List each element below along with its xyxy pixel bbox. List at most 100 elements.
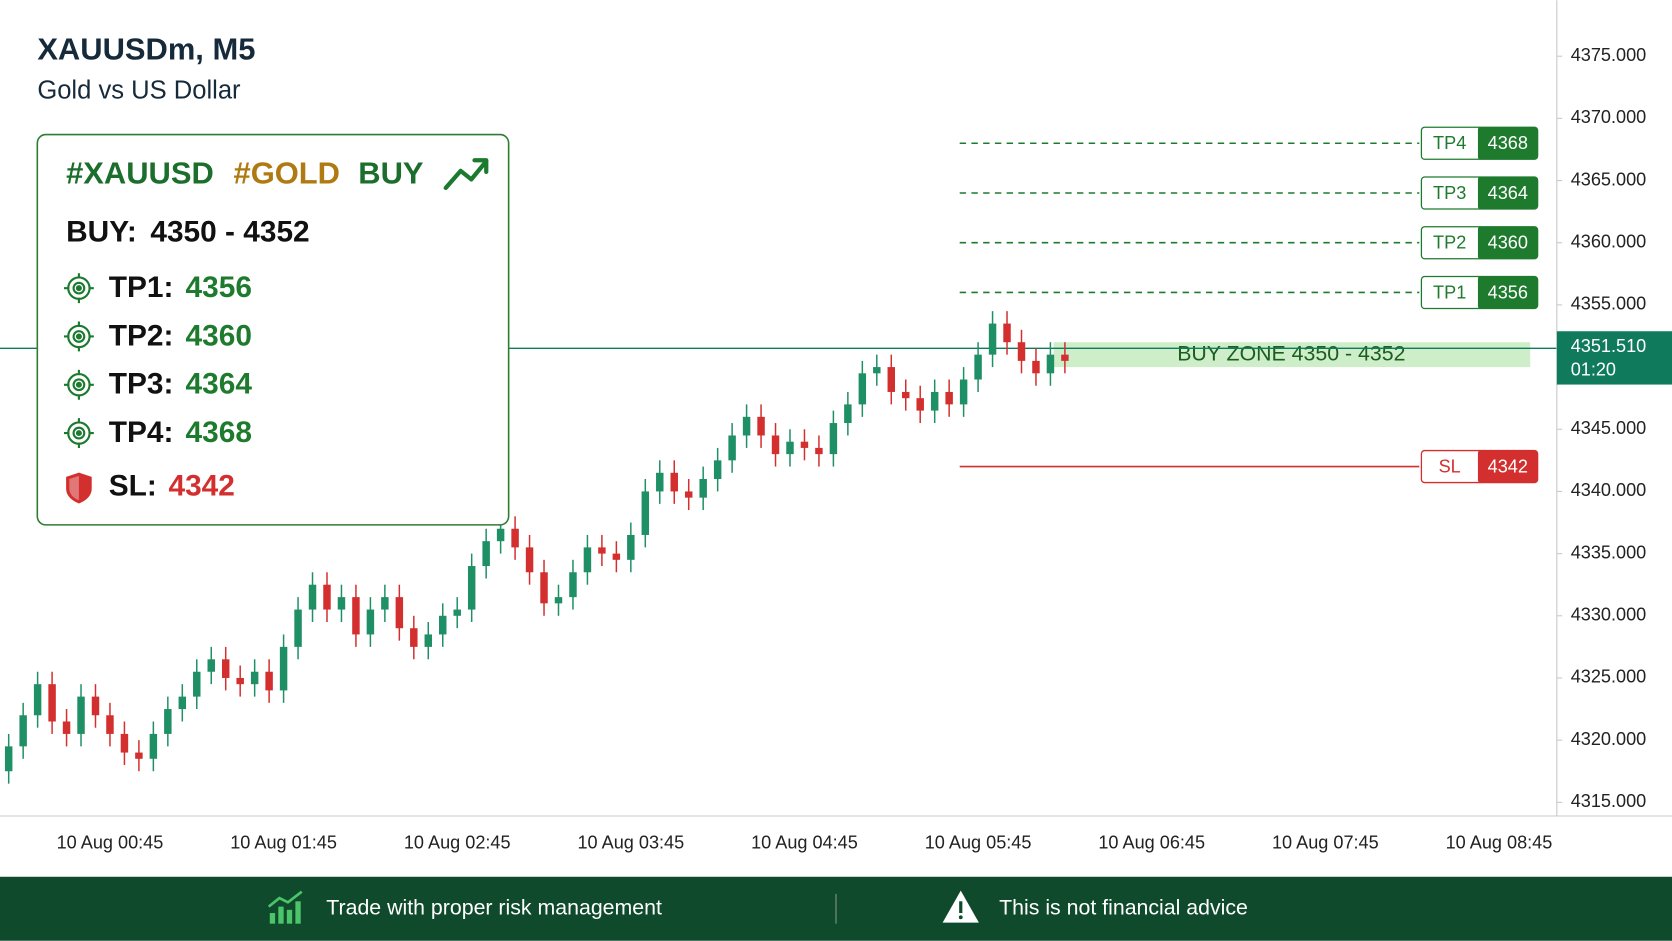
candle-body: [887, 367, 896, 392]
candle-body: [945, 391, 953, 405]
level-tag-value: 4368: [1488, 133, 1528, 153]
candle-body: [294, 609, 302, 647]
candle-body: [656, 472, 664, 492]
level-tag-fill: [1477, 226, 1538, 259]
level-tag-label: TP2: [1433, 233, 1466, 253]
candle-body: [1032, 360, 1040, 374]
candle-body: [959, 379, 968, 405]
x-tick-label: 10 Aug 01:45: [230, 832, 337, 852]
x-tick-label: 10 Aug 05:45: [925, 832, 1032, 852]
buy-zone-label: BUY ZONE 4350 - 4352: [1177, 341, 1405, 365]
level-tag-fill: [1477, 176, 1538, 209]
y-tick-label: 4320.000: [1571, 729, 1647, 749]
card-frame: [36, 133, 510, 526]
target-label: TP3:: [109, 368, 174, 401]
candle-body: [33, 684, 42, 716]
chart-subtitle: Gold vs US Dollar: [37, 77, 241, 105]
candle-body: [583, 547, 592, 573]
y-tick-label: 4335.000: [1571, 542, 1647, 562]
candle-body: [4, 746, 13, 772]
y-tick-label: 4315.000: [1571, 791, 1647, 811]
candle-body: [193, 671, 201, 697]
candle-body: [410, 628, 418, 647]
target-cross: [63, 369, 94, 400]
candle-body: [308, 584, 317, 610]
candle-body: [988, 323, 997, 355]
candle-body: [439, 615, 447, 635]
level-tag-fill: [1477, 276, 1538, 309]
level-tag-value: 4360: [1488, 233, 1528, 253]
y-tick-label: 4375.000: [1571, 45, 1647, 65]
stop-value: 4342: [168, 469, 234, 502]
y-tick-label: 4325.000: [1571, 667, 1647, 687]
candle-body: [164, 709, 172, 734]
level-tag-label: TP1: [1433, 282, 1466, 302]
target-cross: [63, 273, 94, 304]
target-value: 4364: [186, 368, 253, 401]
target-icon: [63, 273, 94, 304]
candle-body: [149, 733, 158, 759]
candle-body: [728, 435, 736, 461]
x-tick-label: 10 Aug 06:45: [1098, 832, 1205, 852]
candle-body: [1017, 342, 1026, 361]
candle-body: [381, 597, 389, 610]
candle-body: [221, 659, 230, 678]
target-value: 4368: [186, 416, 252, 449]
candle-body: [48, 684, 56, 722]
candle-body: [641, 491, 650, 535]
candle-body: [771, 435, 780, 455]
target-icon: [63, 418, 94, 449]
x-tick-label: 10 Aug 03:45: [577, 832, 684, 852]
current-price-label: 4351.510: [1571, 336, 1647, 356]
target-dot: [75, 285, 82, 292]
target-value: 4356: [186, 271, 252, 304]
candle-body: [974, 354, 982, 380]
candle-body: [902, 391, 910, 399]
candle-body: [554, 597, 563, 604]
buy-zone: [1053, 342, 1531, 368]
target-ring: [72, 330, 86, 343]
y-tick-label: 4370.000: [1571, 107, 1647, 127]
target-ring: [72, 426, 86, 440]
chart-title: XAUUSDm, M5: [37, 32, 255, 67]
y-tick-label: 4345.000: [1571, 418, 1647, 438]
warning-icon: [942, 890, 979, 923]
candle-body: [395, 597, 404, 629]
target-label: TP2:: [109, 319, 174, 352]
candle-body: [612, 553, 621, 560]
candle-body: [858, 373, 867, 405]
target-dot: [75, 430, 82, 437]
candle-body: [699, 478, 707, 498]
level-tag-label: TP3: [1433, 183, 1466, 203]
candle-body: [569, 572, 577, 598]
signal-card: #XAUUSD #GOLD BUY BUY: 4350 - 4352 TP1: 4…: [36, 133, 510, 526]
level-tag-value: 4356: [1488, 282, 1528, 302]
candle-body: [250, 671, 259, 685]
card-tag: #GOLD: [234, 155, 340, 190]
x-tick-label: 10 Aug 07:45: [1272, 832, 1379, 852]
footer-right-text: This is not financial advice: [999, 895, 1248, 919]
target-value: 4360: [186, 319, 252, 352]
candle-body: [540, 572, 548, 604]
candle-body: [91, 696, 100, 716]
target-dot: [75, 333, 82, 340]
current-price-tag: [1556, 331, 1672, 385]
candle-body: [742, 416, 751, 436]
candle-body: [337, 597, 346, 610]
candle-body: [786, 441, 794, 455]
growth-icon: [267, 890, 303, 924]
candle-body: [829, 423, 838, 455]
shield-icon: [66, 472, 92, 504]
candle-body: [1046, 354, 1055, 374]
candle-body: [178, 696, 187, 710]
target-label: TP4:: [109, 416, 174, 449]
target-dot: [75, 381, 82, 388]
candle-body: [815, 447, 823, 455]
footer: Trade with proper risk management This i…: [0, 876, 1672, 941]
x-tick-label: 10 Aug 04:45: [751, 832, 858, 852]
y-tick-label: 4340.000: [1571, 480, 1647, 500]
x-tick-label: 10 Aug 08:45: [1446, 832, 1553, 852]
candle-body: [482, 541, 490, 567]
plot-area: BUY ZONE 4350 - 4352 TP4 4368 TP3 4364 TP2 436…: [0, 126, 1557, 784]
